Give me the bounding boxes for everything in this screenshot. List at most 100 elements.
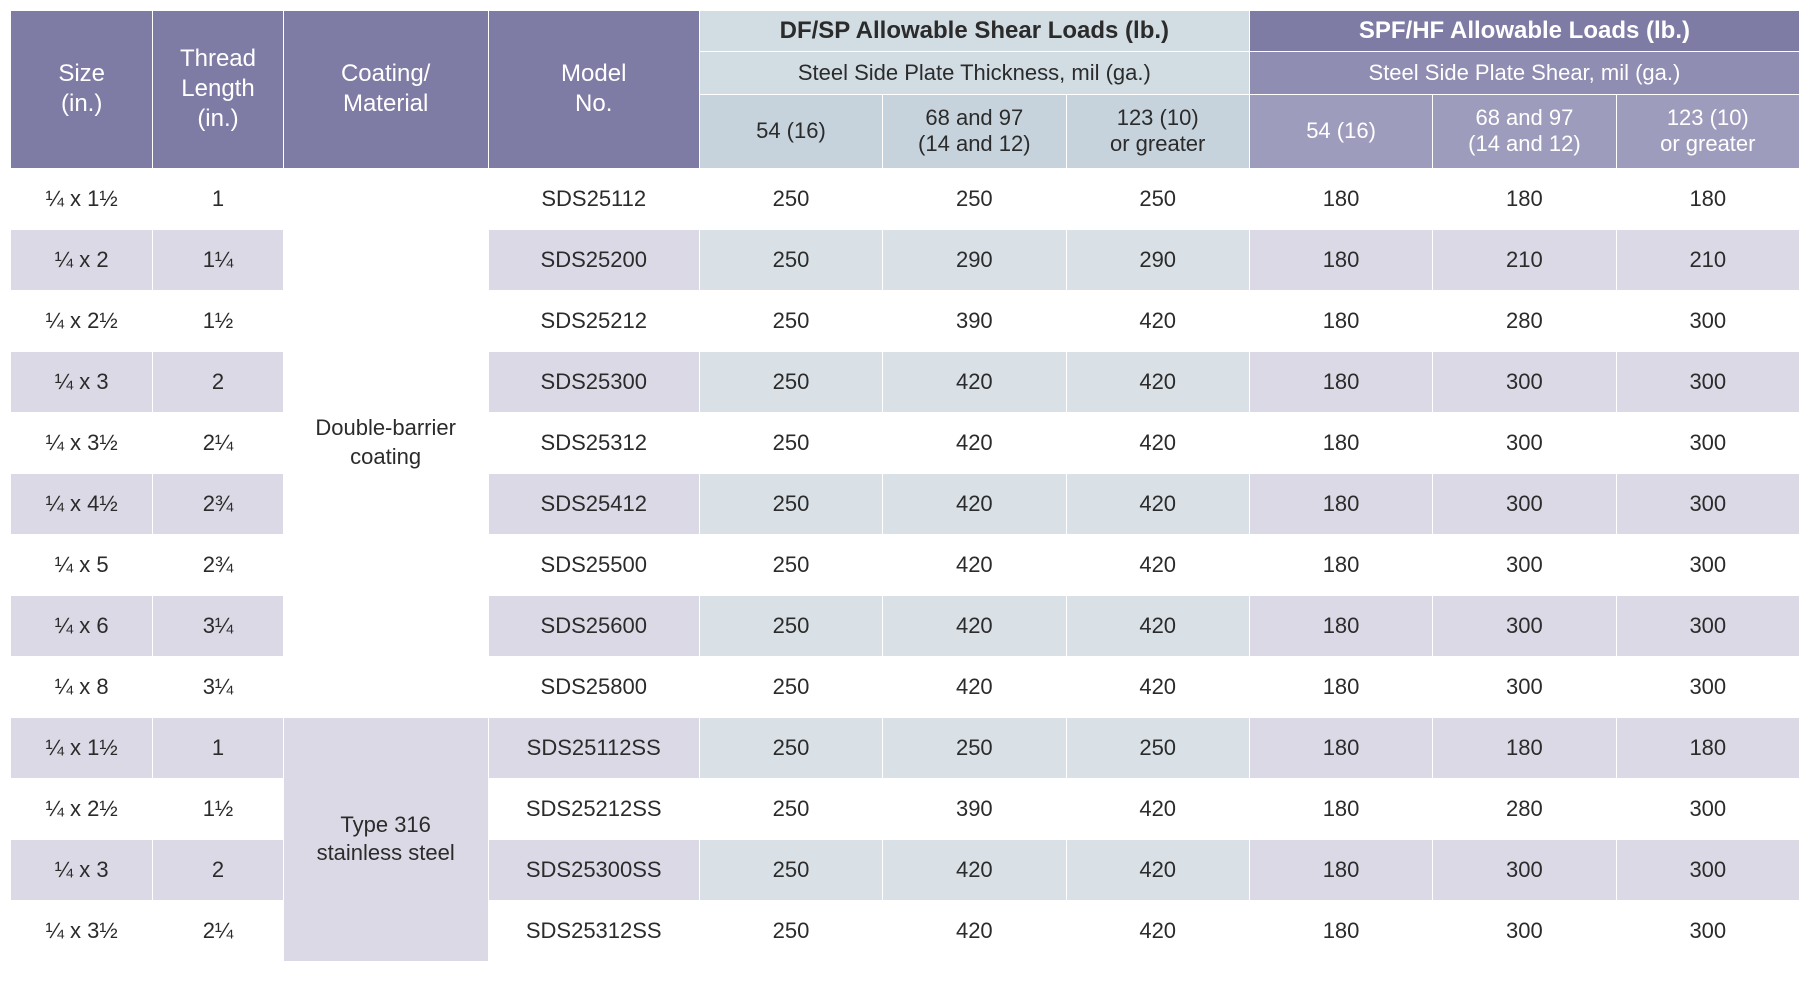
cell-thread: 2 <box>153 839 283 900</box>
cell-s3: 300 <box>1616 595 1799 656</box>
cell-d1: 250 <box>699 656 882 717</box>
cell-thread: 1½ <box>153 290 283 351</box>
shear-loads-table: Size(in.) ThreadLength(in.) Coating/Mate… <box>10 10 1800 962</box>
cell-size: ¼ x 3 <box>11 351 153 412</box>
cell-s1: 180 <box>1249 412 1432 473</box>
col-sub-dfsp: Steel Side Plate Thickness, mil (ga.) <box>699 52 1249 95</box>
cell-s2: 180 <box>1433 168 1616 229</box>
cell-s2: 300 <box>1433 656 1616 717</box>
cell-s3: 300 <box>1616 412 1799 473</box>
cell-model: SDS25600 <box>488 595 699 656</box>
cell-s2: 300 <box>1433 595 1616 656</box>
cell-d3: 420 <box>1066 290 1249 351</box>
cell-size: ¼ x 4½ <box>11 473 153 534</box>
cell-size: ¼ x 1½ <box>11 717 153 778</box>
table-row: ¼ x 2½ 1½ SDS25212SS 250 390 420 180 280… <box>11 778 1800 839</box>
cell-thread: 1½ <box>153 778 283 839</box>
col-spf-68: 68 and 97(14 and 12) <box>1433 95 1616 169</box>
col-dfsp-123: 123 (10)or greater <box>1066 95 1249 169</box>
cell-model: SDS25300 <box>488 351 699 412</box>
cell-thread: 2¼ <box>153 900 283 961</box>
cell-size: ¼ x 3½ <box>11 412 153 473</box>
cell-d2: 420 <box>883 473 1066 534</box>
cell-thread: 1 <box>153 717 283 778</box>
cell-s1: 180 <box>1249 595 1432 656</box>
cell-d2: 420 <box>883 412 1066 473</box>
cell-d3: 420 <box>1066 900 1249 961</box>
cell-d2: 390 <box>883 778 1066 839</box>
cell-s1: 180 <box>1249 717 1432 778</box>
cell-s2: 300 <box>1433 900 1616 961</box>
cell-d1: 250 <box>699 229 882 290</box>
table-row: ¼ x 5 2¾ SDS25500 250 420 420 180 300 30… <box>11 534 1800 595</box>
cell-s2: 280 <box>1433 290 1616 351</box>
table-row: ¼ x 2½ 1½ SDS25212 250 390 420 180 280 3… <box>11 290 1800 351</box>
cell-size: ¼ x 1½ <box>11 168 153 229</box>
cell-thread: 1 <box>153 168 283 229</box>
cell-d2: 420 <box>883 900 1066 961</box>
cell-size: ¼ x 2½ <box>11 290 153 351</box>
col-header-size: Size(in.) <box>11 11 153 169</box>
cell-thread: 1¼ <box>153 229 283 290</box>
cell-size: ¼ x 5 <box>11 534 153 595</box>
cell-d1: 250 <box>699 839 882 900</box>
cell-model: SDS25212SS <box>488 778 699 839</box>
cell-s2: 210 <box>1433 229 1616 290</box>
cell-s3: 300 <box>1616 778 1799 839</box>
cell-s1: 180 <box>1249 839 1432 900</box>
cell-model: SDS25412 <box>488 473 699 534</box>
cell-s1: 180 <box>1249 229 1432 290</box>
cell-d2: 290 <box>883 229 1066 290</box>
cell-model: SDS25300SS <box>488 839 699 900</box>
cell-model: SDS25312 <box>488 412 699 473</box>
cell-s1: 180 <box>1249 900 1432 961</box>
cell-d1: 250 <box>699 900 882 961</box>
cell-d3: 250 <box>1066 168 1249 229</box>
cell-thread: 2 <box>153 351 283 412</box>
cell-d2: 420 <box>883 656 1066 717</box>
col-dfsp-54: 54 (16) <box>699 95 882 169</box>
cell-d3: 420 <box>1066 534 1249 595</box>
cell-d3: 250 <box>1066 717 1249 778</box>
cell-s3: 300 <box>1616 473 1799 534</box>
cell-s2: 300 <box>1433 839 1616 900</box>
cell-s3: 180 <box>1616 168 1799 229</box>
cell-size: ¼ x 2½ <box>11 778 153 839</box>
cell-d2: 420 <box>883 534 1066 595</box>
col-group-dfsp: DF/SP Allowable Shear Loads (lb.) <box>699 11 1249 52</box>
cell-d3: 420 <box>1066 351 1249 412</box>
cell-d2: 420 <box>883 839 1066 900</box>
cell-s1: 180 <box>1249 290 1432 351</box>
cell-s3: 300 <box>1616 534 1799 595</box>
cell-d1: 250 <box>699 778 882 839</box>
cell-s2: 280 <box>1433 778 1616 839</box>
col-spf-123: 123 (10)or greater <box>1616 95 1799 169</box>
cell-model: SDS25112SS <box>488 717 699 778</box>
cell-d2: 250 <box>883 168 1066 229</box>
cell-size: ¼ x 3½ <box>11 900 153 961</box>
cell-d1: 250 <box>699 168 882 229</box>
cell-model: SDS25212 <box>488 290 699 351</box>
cell-coating-g1: Double-barriercoating <box>283 168 488 717</box>
table-row: ¼ x 6 3¼ SDS25600 250 420 420 180 300 30… <box>11 595 1800 656</box>
col-header-model: ModelNo. <box>488 11 699 169</box>
cell-s1: 180 <box>1249 473 1432 534</box>
cell-d3: 290 <box>1066 229 1249 290</box>
cell-d2: 420 <box>883 595 1066 656</box>
cell-model: SDS25312SS <box>488 900 699 961</box>
cell-d3: 420 <box>1066 778 1249 839</box>
cell-d2: 420 <box>883 351 1066 412</box>
cell-model: SDS25800 <box>488 656 699 717</box>
table-row: ¼ x 3 2 SDS25300SS 250 420 420 180 300 3… <box>11 839 1800 900</box>
cell-d1: 250 <box>699 717 882 778</box>
table-row: ¼ x 1½ 1 Double-barriercoating SDS25112 … <box>11 168 1800 229</box>
cell-coating-g2: Type 316stainless steel <box>283 717 488 961</box>
cell-s1: 180 <box>1249 351 1432 412</box>
cell-s1: 180 <box>1249 778 1432 839</box>
cell-s3: 300 <box>1616 290 1799 351</box>
cell-s1: 180 <box>1249 168 1432 229</box>
cell-d3: 420 <box>1066 595 1249 656</box>
cell-d3: 420 <box>1066 839 1249 900</box>
col-spf-54: 54 (16) <box>1249 95 1432 169</box>
cell-size: ¼ x 6 <box>11 595 153 656</box>
